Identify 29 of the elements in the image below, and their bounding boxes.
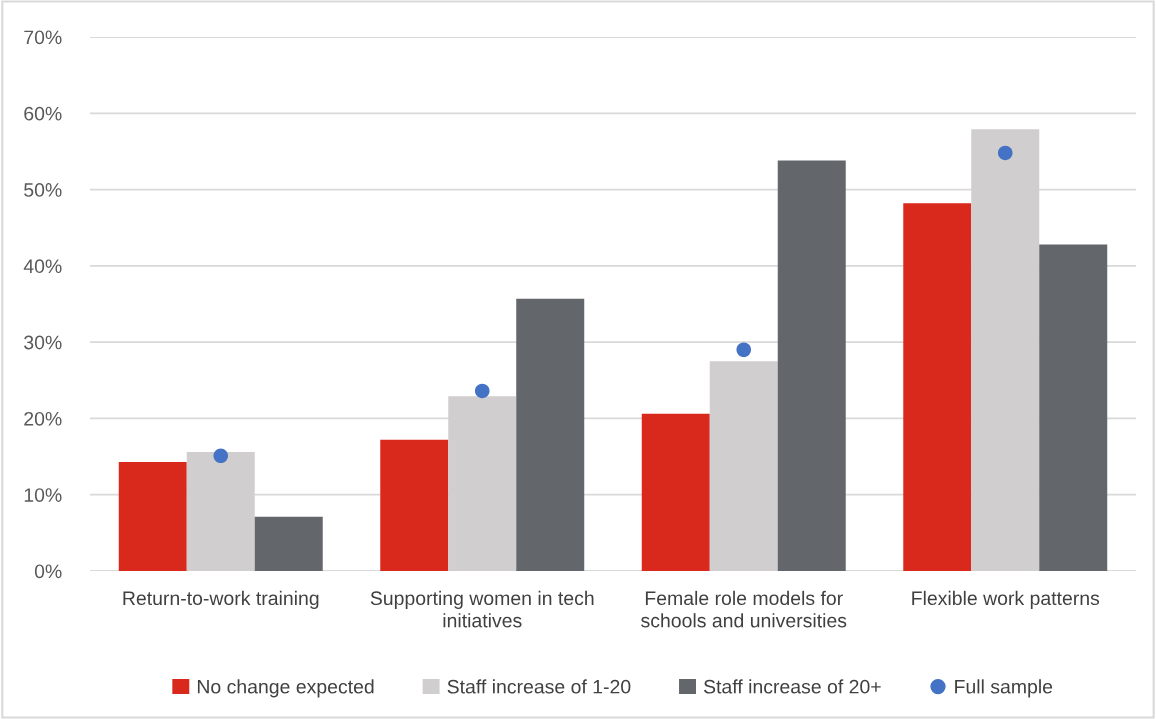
bar xyxy=(118,461,187,571)
y-tick-label: 70% xyxy=(24,30,62,45)
y-tick-label: 10% xyxy=(24,488,62,502)
x-tick-label: Flexible work patterns xyxy=(912,590,1100,609)
y-tick-label: 40% xyxy=(23,259,62,274)
bar xyxy=(641,413,710,571)
x-tick-label: Female role models for schools and universities xyxy=(641,590,847,628)
y-tick-label: 20% xyxy=(24,411,62,426)
legend-label: Staff increase of 1-20 xyxy=(447,679,631,694)
legend-label: Full sample xyxy=(955,679,1053,698)
point xyxy=(736,342,752,358)
bar xyxy=(380,439,449,571)
y-tick-label: 50% xyxy=(24,183,62,197)
legend-label: Staff increase of 20+ xyxy=(703,679,881,694)
point xyxy=(997,145,1013,161)
bar xyxy=(1039,244,1108,571)
legend-label: No change expected xyxy=(197,679,374,698)
y-tick-label: 30% xyxy=(24,335,62,350)
bar xyxy=(516,298,585,571)
point xyxy=(213,448,229,464)
bar xyxy=(777,160,846,571)
point xyxy=(474,383,490,399)
x-tick-label: Supporting women in tech initiatives xyxy=(370,590,594,628)
y-tick-label: 0% xyxy=(34,564,62,579)
bar xyxy=(709,361,778,571)
y-tick-label: 60% xyxy=(24,106,62,121)
bar xyxy=(254,516,323,571)
bar xyxy=(903,203,972,571)
x-tick-label: Return-to-work training xyxy=(123,590,319,609)
